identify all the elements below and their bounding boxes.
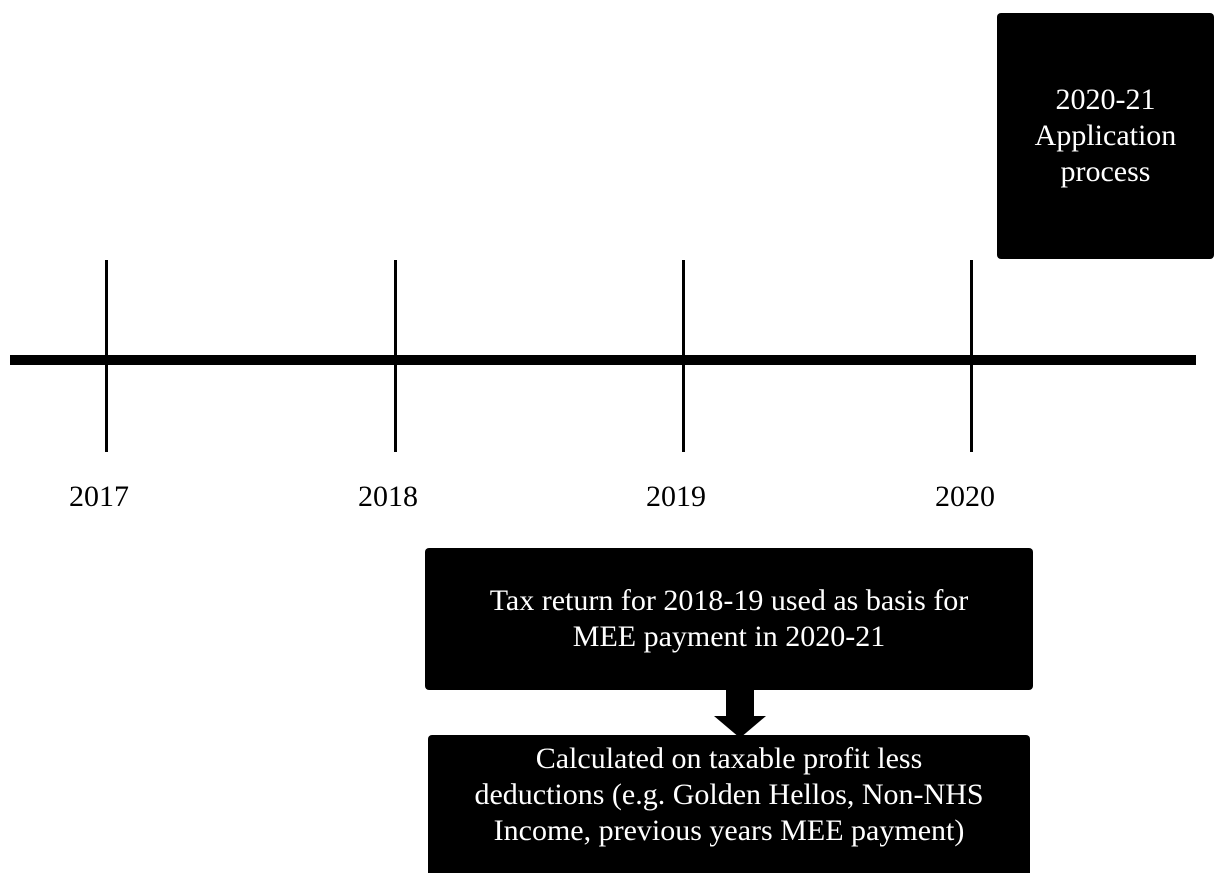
application-process-text: 2020-21 Application process (1034, 83, 1177, 188)
down-arrow-shaft (726, 688, 754, 718)
timeline-axis (10, 355, 1196, 365)
year-label-2017: 2017 (69, 480, 129, 513)
tick-2019 (682, 260, 685, 452)
calculation-text: Calculated on taxable profit less deduct… (474, 742, 984, 847)
application-process-box: 2020-21 Application process (997, 13, 1214, 259)
down-arrow-icon (714, 716, 766, 738)
tick-2020 (970, 260, 973, 452)
tax-return-box: Tax return for 2018-19 used as basis for… (425, 548, 1033, 690)
tick-2017 (105, 260, 108, 452)
tick-2018 (394, 260, 397, 452)
year-label-2019: 2019 (646, 480, 706, 513)
tax-return-text: Tax return for 2018-19 used as basis for… (489, 584, 969, 653)
year-label-2020: 2020 (935, 480, 995, 513)
year-label-2018: 2018 (358, 480, 418, 513)
calculation-box: Calculated on taxable profit less deduct… (428, 735, 1030, 873)
